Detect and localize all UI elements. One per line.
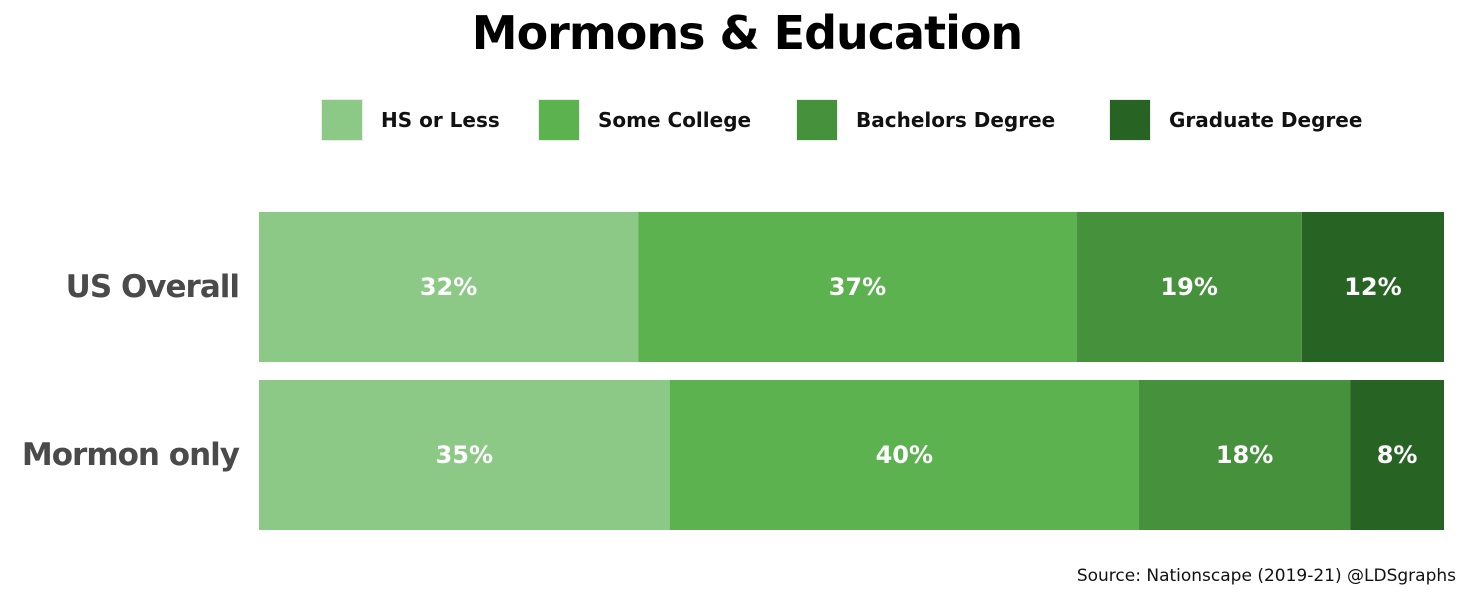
- bar-mormon-only-graduate-degree: [1350, 380, 1444, 530]
- legend-item-bachelors-degree: Bachelors Degree: [796, 98, 1055, 142]
- legend-label-hs-or-less: HS or Less: [381, 108, 500, 132]
- bar-mormon-only-some-college: [669, 380, 1139, 530]
- data-label-us-overall-bachelors-degree: 19%: [1160, 273, 1217, 301]
- chart-title: Mormons & Education: [471, 6, 1023, 60]
- legend-swatch-hs-or-less: [321, 99, 363, 141]
- bar-us-overall-graduate-degree: [1301, 212, 1444, 362]
- legend-item-graduate-degree: Graduate Degree: [1109, 98, 1362, 142]
- bar-us-overall-hs-or-less: [259, 212, 639, 362]
- legend: HS or Less Some College Bachelors Degree…: [0, 98, 1470, 142]
- legend-item-hs-or-less: HS or Less: [321, 98, 500, 142]
- data-label-us-overall-graduate-degree: 12%: [1344, 273, 1401, 301]
- category-label-us-overall: US Overall: [66, 269, 239, 305]
- bar-us-overall-some-college: [638, 212, 1077, 362]
- legend-label-bachelors-degree: Bachelors Degree: [856, 108, 1056, 132]
- data-label-mormon-only-graduate-degree: 8%: [1377, 441, 1418, 469]
- data-label-mormon-only-some-college: 40%: [876, 441, 933, 469]
- legend-swatch-graduate-degree: [1109, 99, 1151, 141]
- data-label-us-overall-some-college: 37%: [829, 273, 886, 301]
- legend-label-graduate-degree: Graduate Degree: [1169, 108, 1363, 132]
- legend-swatch-bachelors-degree: [796, 99, 838, 141]
- legend-item-some-college: Some College: [538, 98, 751, 142]
- source-note: Source: Nationscape (2019-21) @LDSgraphs: [1076, 566, 1456, 586]
- bar-us-overall-bachelors-degree: [1076, 212, 1302, 362]
- data-label-mormon-only-bachelors-degree: 18%: [1216, 441, 1273, 469]
- data-label-mormon-only-hs-or-less: 35%: [436, 441, 493, 469]
- legend-label-some-college: Some College: [598, 108, 752, 132]
- bar-mormon-only-hs-or-less: [259, 380, 670, 530]
- legend-swatch-some-college: [538, 99, 580, 141]
- category-label-mormon-only: Mormon only: [22, 437, 240, 473]
- bar-mormon-only-bachelors-degree: [1138, 380, 1351, 530]
- data-label-us-overall-hs-or-less: 32%: [420, 273, 477, 301]
